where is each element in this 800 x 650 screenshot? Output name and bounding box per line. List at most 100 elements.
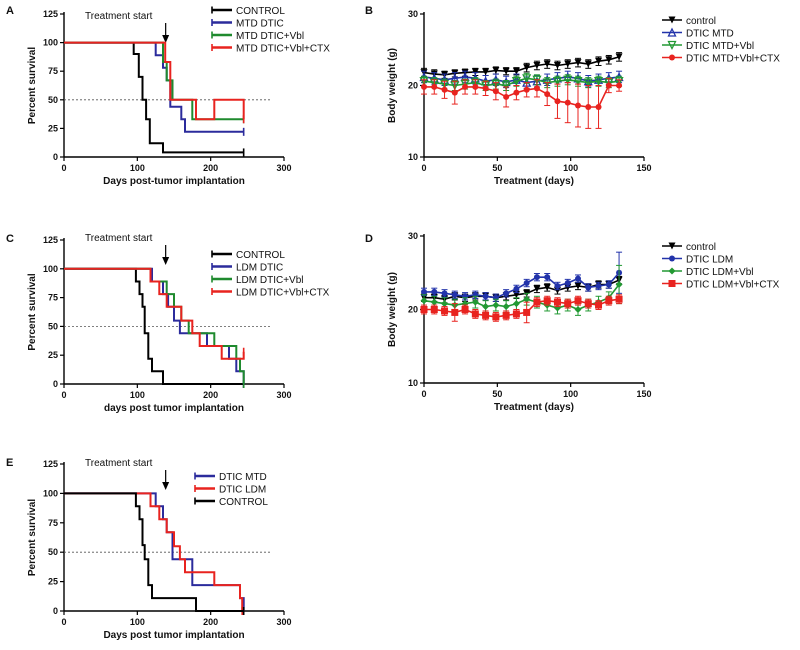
legend-marker: [669, 255, 675, 262]
legend-entry: DTIC MTD+Vbl: [662, 40, 754, 52]
data-point: [491, 79, 501, 90]
data-point: [563, 75, 573, 85]
panel-c: C 0 25 50 75 100 125 0 100 200 300 days post tumor …: [6, 233, 330, 414]
data-point: [574, 282, 582, 290]
data-point: [430, 306, 438, 313]
data-point: [584, 300, 592, 308]
series-ldm-dtic-vbl-ctx: [64, 267, 245, 360]
data-point: [553, 298, 561, 306]
x-tick-label: 0: [61, 617, 66, 627]
data-point: [471, 298, 479, 306]
legend-entry: MTD DTIC+Vbl+CTX: [211, 44, 330, 55]
data-point: [523, 308, 531, 316]
data-point: [615, 295, 623, 303]
data-point: [616, 82, 623, 89]
y-tick-label: 100: [43, 488, 58, 498]
data-point: [470, 78, 480, 88]
data-point: [451, 89, 458, 96]
data-point: [564, 283, 572, 291]
legend-entry: control: [662, 16, 716, 27]
legend-label: CONTROL: [236, 6, 285, 17]
data-point: [605, 82, 612, 89]
treatment-start-label: Treatment start: [85, 11, 153, 22]
legend-entry: DTIC LDM: [662, 255, 733, 266]
data-point: [471, 310, 479, 318]
data-point: [503, 290, 510, 297]
data-point: [451, 291, 458, 298]
x-tick-label: 100: [563, 389, 578, 399]
panel-d: D 10 20 30 0 50 100 150 Treatment (days) Body wei…: [365, 231, 780, 413]
data-point: [574, 297, 582, 305]
data-point: [471, 68, 479, 76]
data-point: [615, 53, 623, 61]
legend-entry: LDM DTIC: [211, 263, 283, 274]
legend-entry: DTIC MTD: [194, 472, 267, 483]
data-point: [430, 298, 438, 306]
legend-label: CONTROL: [219, 497, 268, 508]
legend-label: control: [686, 16, 716, 27]
data-point: [564, 280, 571, 287]
data-point: [553, 286, 561, 294]
legend-label: DTIC LDM: [686, 255, 733, 266]
y-tick-label: 50: [48, 321, 58, 331]
x-tick-label: 50: [492, 163, 502, 173]
x-tick-label: 300: [276, 163, 291, 173]
x-tick-label: 200: [203, 163, 218, 173]
data-point: [583, 78, 593, 88]
legend-entry: DTIC MTD: [662, 27, 734, 40]
legend-label: LDM DTIC: [236, 263, 283, 274]
data-point: [462, 83, 469, 90]
data-point: [523, 280, 530, 287]
series-dtic-mtd-vbl-ctx: [421, 77, 623, 129]
data-point: [595, 103, 602, 110]
x-axis-title: Days post-tumor implantation: [103, 176, 245, 187]
series-dtic-ldm: [64, 492, 244, 611]
legend-label: MTD DTIC+Vbl: [236, 31, 304, 42]
panel-letter: D: [365, 233, 373, 245]
data-point: [533, 61, 541, 69]
series-control: [420, 275, 623, 304]
y-tick-label: 100: [43, 38, 58, 48]
legend-label: DTIC MTD+Vbl: [686, 41, 754, 52]
legend-entry: LDM DTIC+Vbl+CTX: [211, 288, 330, 299]
series-control: [64, 492, 244, 612]
data-point: [482, 311, 490, 319]
data-point: [523, 295, 531, 303]
treatment-start-label: Treatment start: [85, 458, 153, 469]
data-point: [544, 274, 551, 281]
treatment-start-label: Treatment start: [85, 233, 153, 244]
data-point: [513, 285, 520, 292]
data-point: [451, 308, 459, 316]
legend-label: LDM DTIC+Vbl+CTX: [236, 288, 330, 299]
data-point: [461, 306, 469, 313]
legend-label: CONTROL: [236, 250, 285, 261]
legend-label: MTD DTIC+Vbl+CTX: [236, 44, 330, 55]
legend-marker: [668, 242, 676, 250]
data-point: [421, 288, 427, 295]
x-tick-label: 100: [563, 163, 578, 173]
data-point: [554, 98, 561, 105]
data-point: [554, 282, 561, 289]
legend-entry: CONTROL: [211, 250, 285, 261]
series-control: [64, 267, 244, 385]
data-point: [595, 57, 603, 65]
x-axis-title: days post tumor implantation: [104, 403, 244, 414]
legend-marker: [668, 16, 676, 24]
data-point: [482, 303, 490, 311]
x-tick-label: 0: [61, 163, 66, 173]
data-point: [533, 274, 540, 281]
x-tick-label: 300: [276, 617, 291, 627]
data-point: [564, 99, 571, 106]
data-point: [552, 77, 563, 87]
x-tick-label: 0: [421, 389, 426, 399]
legend-entry: CONTROL: [194, 497, 268, 508]
data-point: [419, 77, 429, 87]
data-point: [533, 298, 541, 306]
series-mtd-dtic-vbl: [64, 41, 244, 121]
legend-entry: MTD DTIC+Vbl: [211, 31, 304, 42]
legend-marker: [667, 40, 677, 50]
